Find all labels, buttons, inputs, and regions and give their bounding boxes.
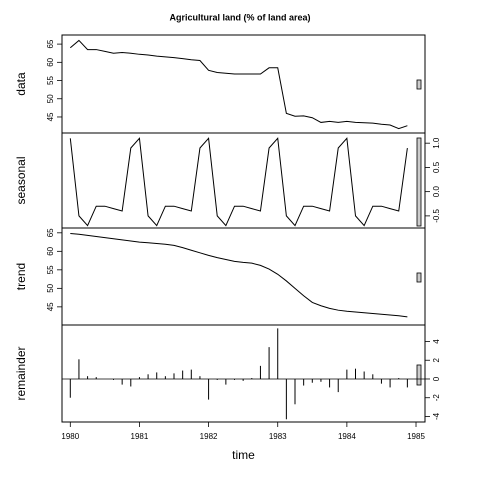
- y-tick-label: 65: [46, 39, 55, 48]
- x-tick-label: 1981: [131, 432, 149, 441]
- x-axis-label: time: [232, 448, 255, 462]
- y-tick-label: 50: [46, 94, 55, 103]
- data-line: [70, 233, 408, 318]
- x-tick-label: 1982: [200, 432, 218, 441]
- data-line: [69, 137, 408, 227]
- y-tick-label: 60: [46, 246, 55, 255]
- y-tick-label: 65: [46, 228, 55, 237]
- y-tick-label: -0.5: [432, 208, 441, 222]
- y-tick-label: 0.0: [432, 186, 441, 198]
- range-bar: [416, 137, 422, 227]
- y-tick-label: 55: [46, 76, 55, 85]
- y-axis-label: remainder: [14, 346, 28, 400]
- y-axis-label: data: [14, 72, 28, 96]
- y-tick-label: 2: [432, 357, 441, 362]
- x-tick-label: 1980: [61, 432, 79, 441]
- chart-title: Agricultural land (% of land area): [169, 12, 310, 22]
- y-tick-label: 45: [46, 112, 55, 121]
- y-tick-label: -2: [432, 394, 441, 402]
- y-tick-label: -4: [432, 412, 441, 420]
- data-line: [69, 39, 408, 130]
- x-tick-label: 1985: [407, 432, 425, 441]
- panel-frame: [61, 324, 426, 423]
- x-tick-label: 1984: [338, 432, 356, 441]
- y-tick-label: 4: [432, 339, 441, 344]
- y-tick-label: 50: [46, 283, 55, 292]
- y-tick-label: 55: [46, 265, 55, 274]
- y-tick-label: 0.5: [432, 161, 441, 173]
- range-bar: [416, 272, 422, 283]
- y-tick-label: 1.0: [432, 137, 441, 149]
- range-bar: [416, 79, 422, 90]
- y-tick-label: 45: [46, 302, 55, 311]
- y-axis-label: trend: [14, 263, 28, 290]
- y-axis-label: seasonal: [14, 156, 28, 204]
- y-tick-label: 60: [46, 57, 55, 66]
- range-bar: [416, 364, 422, 386]
- y-tick-label: 0: [432, 376, 441, 381]
- x-tick-label: 1983: [269, 432, 287, 441]
